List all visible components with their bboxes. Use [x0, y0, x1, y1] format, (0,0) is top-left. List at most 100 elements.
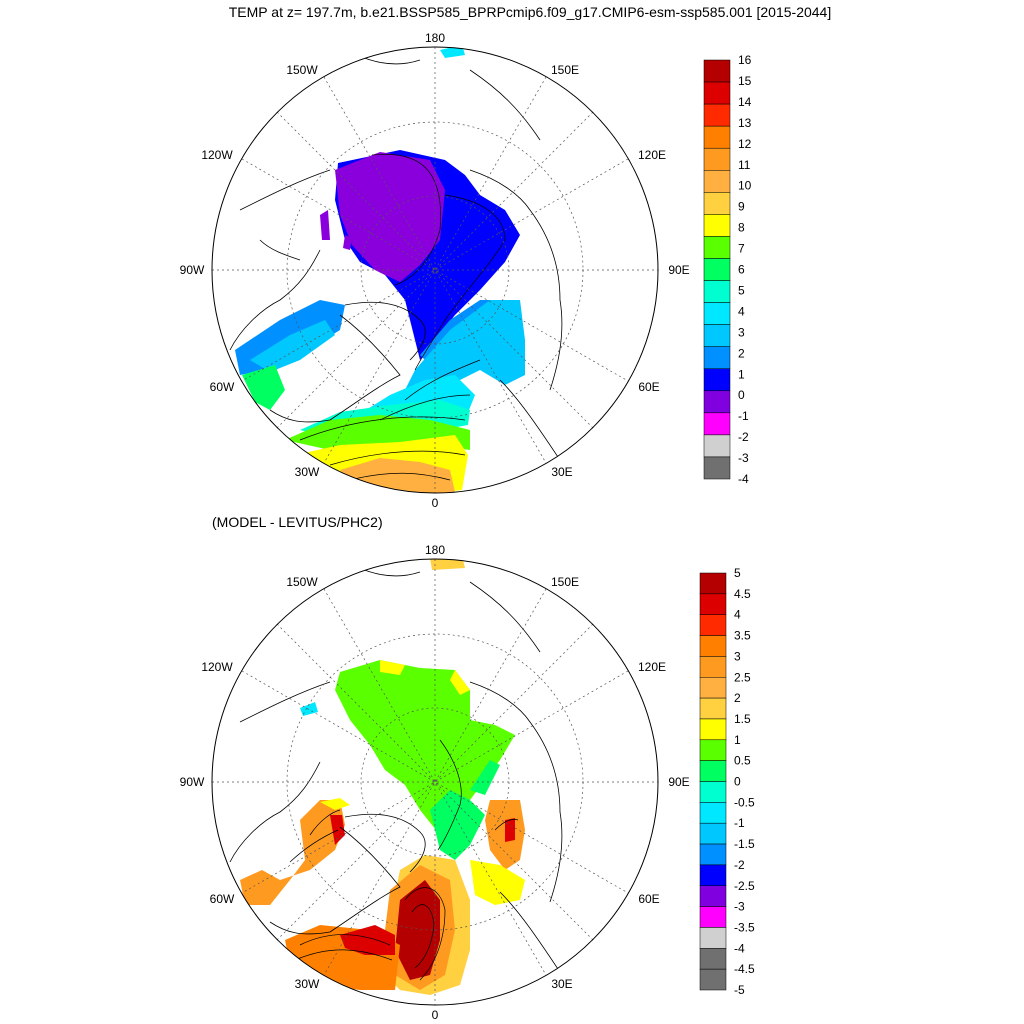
colorbar-top-swatch	[703, 59, 731, 83]
colorbar-bottom-swatch	[699, 677, 727, 699]
colorbar-top-swatch	[703, 258, 731, 281]
field-labrador-6-7	[242, 365, 285, 410]
colorbar-bottom-swatch	[699, 739, 727, 761]
diff-hudson-cyan	[300, 702, 318, 716]
colorbar-top-label: 11	[738, 158, 751, 172]
colorbar-top-label: 13	[738, 116, 752, 130]
bottom-lon-60W: 60W	[210, 892, 235, 906]
colorbar-top-swatch	[703, 236, 731, 259]
top-lon-90W: 90W	[180, 263, 205, 277]
colorbar-top-label: 4	[738, 304, 745, 318]
colorbar-bottom-label: 0.5	[734, 754, 751, 768]
colorbar-top-swatch	[703, 214, 731, 237]
colorbar-bottom-label: -2.5	[734, 879, 755, 893]
colorbar-top-label: 0	[738, 388, 745, 402]
colorbar-top-swatch	[703, 103, 731, 127]
diff-bering-yellow	[430, 559, 465, 570]
colorbar-bottom-label: -0.5	[734, 795, 755, 809]
top-lon-30E: 30E	[551, 465, 572, 479]
colorbar-bottom-label: -5	[734, 983, 745, 997]
bottom-contours	[289, 739, 519, 981]
colorbar-top-swatch	[703, 302, 731, 325]
diff-arctic-green	[335, 660, 515, 835]
colorbar-top-label: 14	[738, 95, 752, 109]
diff-labrador-orange	[240, 800, 345, 905]
colorbar-bottom-label: -2	[734, 858, 745, 872]
top-lon-60E: 60E	[638, 380, 659, 394]
colorbar-top-label: 6	[738, 263, 745, 277]
diff-arctic-yellow-rim	[380, 660, 470, 695]
bottom-lon-150E: 150E	[551, 575, 579, 589]
bottom-lon-120W: 120W	[201, 660, 233, 674]
bottom-lon-90W: 90W	[180, 775, 205, 789]
top-contours	[299, 153, 506, 481]
colorbar-top-swatch	[703, 81, 731, 105]
top-lon-150E: 150E	[551, 63, 579, 77]
colorbar-bottom-swatch	[699, 822, 727, 845]
colorbar-bottom-label: 4.5	[734, 587, 751, 601]
top-lon-90E: 90E	[668, 263, 689, 277]
colorbar-top-swatch	[703, 456, 731, 480]
colorbar-top-label: -1	[738, 409, 749, 423]
colorbar-top-swatch	[703, 324, 731, 347]
colorbar-top-label: 10	[738, 179, 752, 193]
colorbar-bottom-label: 3.5	[734, 629, 751, 643]
colorbar-top-swatch	[703, 368, 731, 392]
bottom-map: 180 150W 150E 120W 120E 90W 90E 60W 60E …	[180, 543, 690, 1022]
colorbar-bottom-swatch	[699, 948, 727, 970]
colorbar-top-label: 2	[738, 346, 745, 360]
colorbar-top-label: 16	[738, 53, 752, 67]
bottom-map-border	[211, 558, 659, 1006]
colorbar-top-label: 1	[738, 367, 745, 381]
figure-title: TEMP at z= 197.7m, b.e21.BSSP585_BPRPcmi…	[228, 4, 832, 20]
bottom-lon-60E: 60E	[638, 892, 659, 906]
field-arctic-neg1-0	[335, 152, 445, 282]
top-lon-0: 0	[432, 496, 439, 510]
top-lon-30W: 30W	[295, 465, 320, 479]
colorbar-top-swatch	[703, 147, 731, 171]
colorbar-bottom-label: 1	[734, 733, 741, 747]
colorbar-bottom-swatch	[699, 927, 727, 949]
bottom-lon-30W: 30W	[295, 977, 320, 991]
colorbar-bottom-label: 2	[734, 691, 741, 705]
colorbar-bottom-label: -3.5	[734, 920, 755, 934]
colorbar-top-label: 8	[738, 221, 745, 235]
field-archipelago-neg1	[320, 210, 352, 250]
colorbar-bottom-label: -4	[734, 941, 745, 955]
colorbar-top-swatch	[703, 192, 731, 215]
colorbar-bottom-swatch	[699, 906, 727, 928]
colorbar-bottom-label: 4	[734, 608, 741, 622]
colorbar-top-label: 3	[738, 325, 745, 339]
top-map-border	[211, 46, 659, 494]
colorbar-bottom-swatch	[699, 572, 727, 595]
field-labrador-2-3	[250, 320, 335, 372]
top-lon-120W: 120W	[201, 148, 233, 162]
diff-nordic-red	[395, 880, 440, 980]
colorbar-bottom-swatch	[699, 614, 727, 636]
colorbar-top-label: 5	[738, 283, 745, 297]
colorbar-bottom-label: 2.5	[734, 670, 751, 684]
panel-subtitle: (MODEL - LEVITUS/PHC2)	[212, 514, 383, 530]
colorbar-top-swatch	[703, 412, 731, 436]
colorbar-bottom-swatch	[699, 781, 727, 803]
colorbar-bottom-label: -1	[734, 816, 745, 830]
colorbar-bottom-label: 0	[734, 775, 741, 789]
colorbar-bottom-swatch	[699, 968, 727, 991]
colorbar-top-swatch	[703, 434, 731, 458]
colorbar-top-label: -2	[738, 430, 749, 444]
top-map: 180 150W 150E 120W 120E 90W 90E 60W 60E …	[180, 31, 690, 510]
colorbar-top-label: 7	[738, 242, 745, 256]
colorbar-top-swatch	[703, 390, 731, 414]
colorbar-bottom-swatch	[699, 885, 727, 907]
colorbar-top-swatch	[703, 125, 731, 149]
colorbar-bottom-swatch	[699, 697, 727, 720]
bottom-graticule	[212, 559, 658, 1005]
colorbar-top-swatch	[703, 280, 731, 303]
colorbar-bottom-label: -4.5	[734, 962, 755, 976]
colorbar-top-swatch	[703, 346, 731, 369]
colorbar-bottom: 5 4.5 4 3.5 3 2.5 2 1.5 1 0.5 0 -0.5 -1 -1.5 -2 -2.5 -3 -…	[699, 566, 755, 997]
colorbar-bottom-swatch	[699, 864, 727, 887]
colorbar-top-label: -4	[738, 472, 749, 486]
bottom-lon-30E: 30E	[551, 977, 572, 991]
